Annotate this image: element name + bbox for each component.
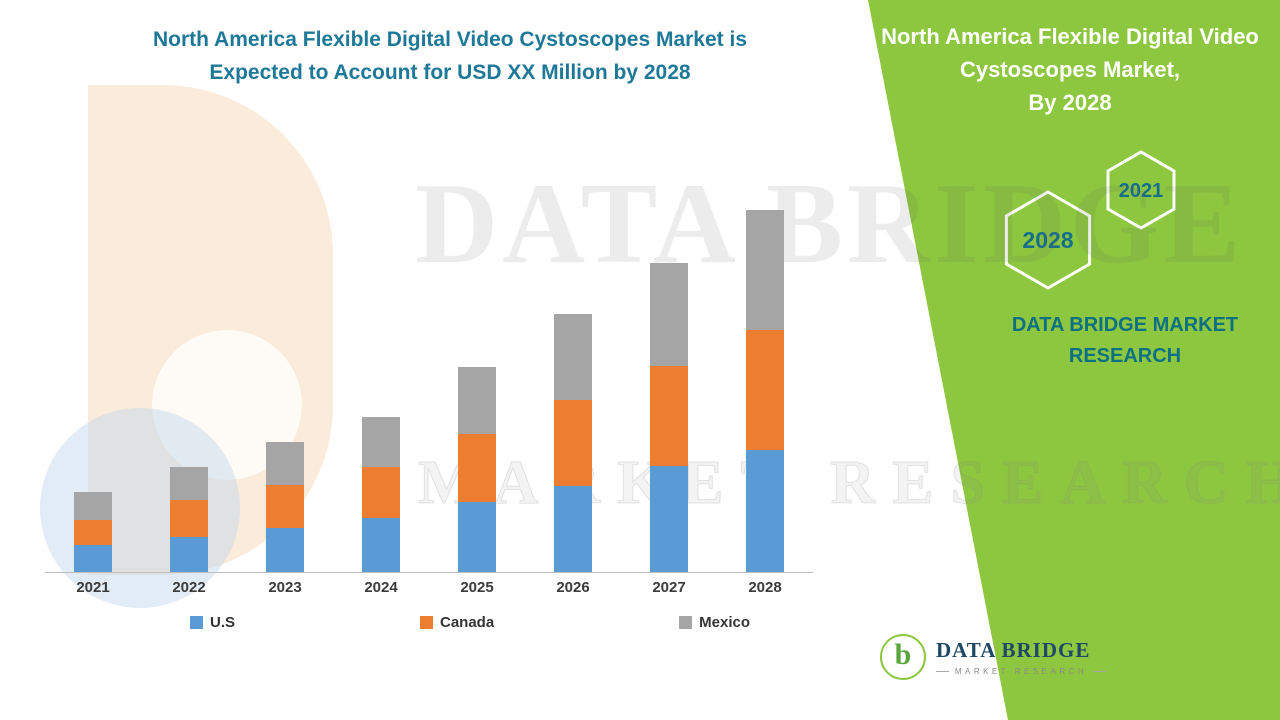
tagline-rule-left bbox=[936, 671, 949, 672]
bar-segment-us-2024 bbox=[362, 518, 400, 572]
bar-segment-mexico-2025 bbox=[458, 367, 496, 434]
logo-monogram: b bbox=[894, 638, 912, 671]
hexagon-2021-outline bbox=[1106, 150, 1176, 230]
x-axis-label-2025: 2025 bbox=[460, 579, 494, 596]
footer-logo-tagline: MARKET RESEARCH bbox=[954, 667, 1088, 676]
data-bridge-logo-icon: b bbox=[880, 634, 926, 680]
legend-label-canada: Canada bbox=[439, 614, 495, 631]
bar-segment-canada-2023 bbox=[266, 485, 304, 528]
stacked-bar-2026 bbox=[554, 314, 592, 572]
legend-swatch-mexico bbox=[679, 616, 693, 629]
stacked-bar-2021 bbox=[74, 492, 112, 572]
hexagon-2021-year: 2021 bbox=[1119, 180, 1164, 202]
legend-swatch-us bbox=[190, 616, 203, 629]
bar-segment-us-2027 bbox=[650, 466, 688, 572]
bar-segment-us-2028 bbox=[746, 450, 784, 572]
bar-segment-mexico-2024 bbox=[362, 417, 400, 467]
legend-item-mexico: Mexico bbox=[679, 614, 750, 631]
bar-segment-us-2021 bbox=[74, 545, 112, 572]
chart-title: North America Flexible Digital Video Cys… bbox=[70, 24, 830, 89]
bar-segment-mexico-2028 bbox=[746, 210, 784, 330]
bar-segment-mexico-2022 bbox=[170, 467, 208, 500]
brand-text-line2: RESEARCH bbox=[1068, 345, 1182, 367]
bar-segment-us-2023 bbox=[266, 528, 304, 572]
tagline-rule-right bbox=[1093, 671, 1106, 672]
side-panel-title-line1: North America Flexible Digital Video bbox=[881, 24, 1259, 49]
bar-segment-canada-2025 bbox=[458, 434, 496, 502]
bar-column-2023 bbox=[237, 190, 333, 572]
stacked-bar-chart: 2021 2022 2023 2024 2025 2026 2027 2028 U.S Cana… bbox=[45, 190, 813, 631]
bar-segment-mexico-2021 bbox=[74, 492, 112, 520]
x-axis-label-2028: 2028 bbox=[748, 579, 782, 596]
bar-column-2028 bbox=[717, 190, 813, 572]
bar-segment-canada-2026 bbox=[554, 400, 592, 486]
bar-segment-canada-2024 bbox=[362, 467, 400, 518]
x-axis-label-2026: 2026 bbox=[556, 579, 590, 596]
chart-legend: U.S Canada Mexico bbox=[190, 614, 750, 631]
footer-logo-brand: DATA BRIDGE bbox=[936, 638, 1091, 662]
footer-logo-tagline-row: MARKET RESEARCH bbox=[936, 667, 1106, 676]
hexagon-2028-outline bbox=[1004, 190, 1092, 290]
bar-segment-mexico-2023 bbox=[266, 442, 304, 485]
side-panel-title: North America Flexible Digital Video Cys… bbox=[868, 20, 1272, 119]
hexagon-badges: 2021 2028 bbox=[1004, 150, 1176, 290]
stacked-bar-2022 bbox=[170, 467, 208, 572]
bar-segment-mexico-2026 bbox=[554, 314, 592, 400]
bar-segment-canada-2027 bbox=[650, 366, 688, 466]
hexagon-2028-year: 2028 bbox=[1022, 227, 1073, 253]
stacked-bar-2025 bbox=[458, 367, 496, 572]
x-axis-label-2022: 2022 bbox=[172, 579, 206, 596]
bar-segment-us-2025 bbox=[458, 502, 496, 572]
bar-segment-mexico-2027 bbox=[650, 263, 688, 366]
bar-segment-canada-2028 bbox=[746, 330, 784, 450]
x-axis-label-2021: 2021 bbox=[76, 579, 110, 596]
bar-column-2027 bbox=[621, 190, 717, 572]
brand-text-line1: DATA BRIDGE MARKET bbox=[1011, 314, 1239, 336]
stacked-bar-2023 bbox=[266, 442, 304, 572]
legend-label-mexico: Mexico bbox=[699, 614, 750, 631]
footer-logo-text: DATA BRIDGE MARKET RESEARCH bbox=[936, 638, 1106, 676]
x-axis-label-2024: 2024 bbox=[364, 579, 398, 596]
side-panel-title-line2: Cystoscopes Market, bbox=[959, 57, 1181, 82]
legend-swatch-canada bbox=[419, 616, 433, 629]
stacked-bar-2024 bbox=[362, 417, 400, 572]
bar-column-2022 bbox=[141, 190, 237, 572]
footer-logo: b DATA BRIDGE MARKET RESEARCH bbox=[880, 634, 1106, 680]
stacked-bar-2027 bbox=[650, 263, 688, 572]
bar-segment-us-2026 bbox=[554, 486, 592, 572]
legend-label-us: U.S bbox=[210, 614, 236, 631]
plot-area bbox=[45, 190, 813, 573]
bar-column-2025 bbox=[429, 190, 525, 572]
bar-segment-canada-2022 bbox=[170, 500, 208, 537]
side-panel-brand-text: DATA BRIDGE MARKET RESEARCH bbox=[1000, 310, 1250, 372]
bar-column-2026 bbox=[525, 190, 621, 572]
x-axis-labels: 2021 2022 2023 2024 2025 2026 2027 2028 bbox=[45, 579, 813, 596]
x-axis-label-2027: 2027 bbox=[652, 579, 686, 596]
chart-title-line2: Expected to Account for USD XX Million b… bbox=[209, 60, 691, 84]
bar-segment-canada-2021 bbox=[74, 520, 112, 545]
bar-column-2021 bbox=[45, 190, 141, 572]
legend-item-canada: Canada bbox=[419, 614, 495, 631]
legend-item-us: U.S bbox=[190, 614, 235, 631]
x-axis-label-2023: 2023 bbox=[268, 579, 302, 596]
side-panel-title-line3: By 2028 bbox=[1028, 90, 1112, 115]
bar-column-2024 bbox=[333, 190, 429, 572]
bar-segment-us-2022 bbox=[170, 537, 208, 572]
stacked-bar-2028 bbox=[746, 210, 784, 572]
chart-title-line1: North America Flexible Digital Video Cys… bbox=[152, 28, 748, 51]
